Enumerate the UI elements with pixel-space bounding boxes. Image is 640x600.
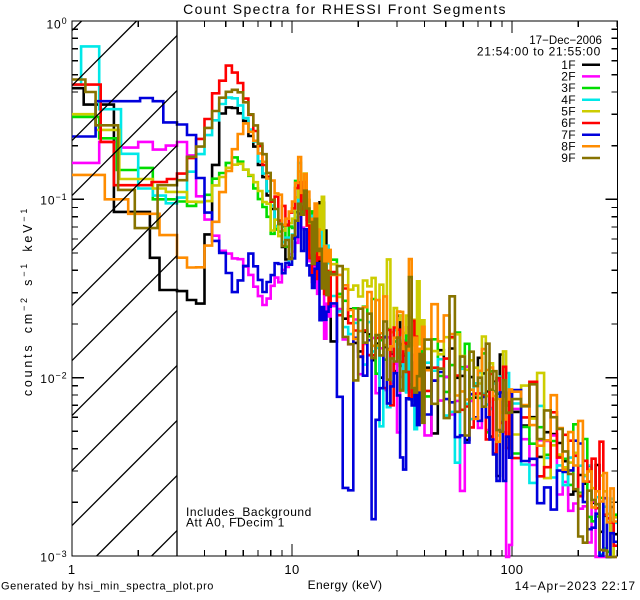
svg-text:Generated by hsi_min_spectra_p: Generated by hsi_min_spectra_plot.pro xyxy=(1,581,214,593)
svg-text:100: 100 xyxy=(501,562,524,577)
svg-text:100: 100 xyxy=(46,16,67,32)
svg-text:17−Dec−2006: 17−Dec−2006 xyxy=(529,35,602,47)
svg-text:1: 1 xyxy=(68,562,76,577)
svg-text:4F: 4F xyxy=(561,93,576,107)
svg-text:Att A0, FDecim 1: Att A0, FDecim 1 xyxy=(186,516,285,530)
svg-text:counts cm−2 s−1 keV−1: counts cm−2 s−1 keV−1 xyxy=(19,206,35,396)
svg-text:3F: 3F xyxy=(561,81,576,95)
svg-text:Includes_Background: Includes_Background xyxy=(186,505,312,519)
svg-text:1F: 1F xyxy=(561,58,576,72)
svg-text:6F: 6F xyxy=(561,116,576,130)
svg-text:10: 10 xyxy=(284,562,299,577)
svg-text:2F: 2F xyxy=(561,70,576,84)
svg-text:14−Apr−2023 22:17: 14−Apr−2023 22:17 xyxy=(515,579,636,593)
svg-text:21:54:00 to 21:55:00: 21:54:00 to 21:55:00 xyxy=(477,45,601,59)
svg-text:5F: 5F xyxy=(561,105,576,119)
svg-text:Count Spectra for RHESSI Front: Count Spectra for RHESSI Front Segments xyxy=(183,1,507,17)
svg-text:Energy (keV): Energy (keV) xyxy=(308,578,383,592)
svg-text:9F: 9F xyxy=(561,151,576,165)
svg-text:7F: 7F xyxy=(561,128,576,142)
svg-text:8F: 8F xyxy=(561,140,576,154)
